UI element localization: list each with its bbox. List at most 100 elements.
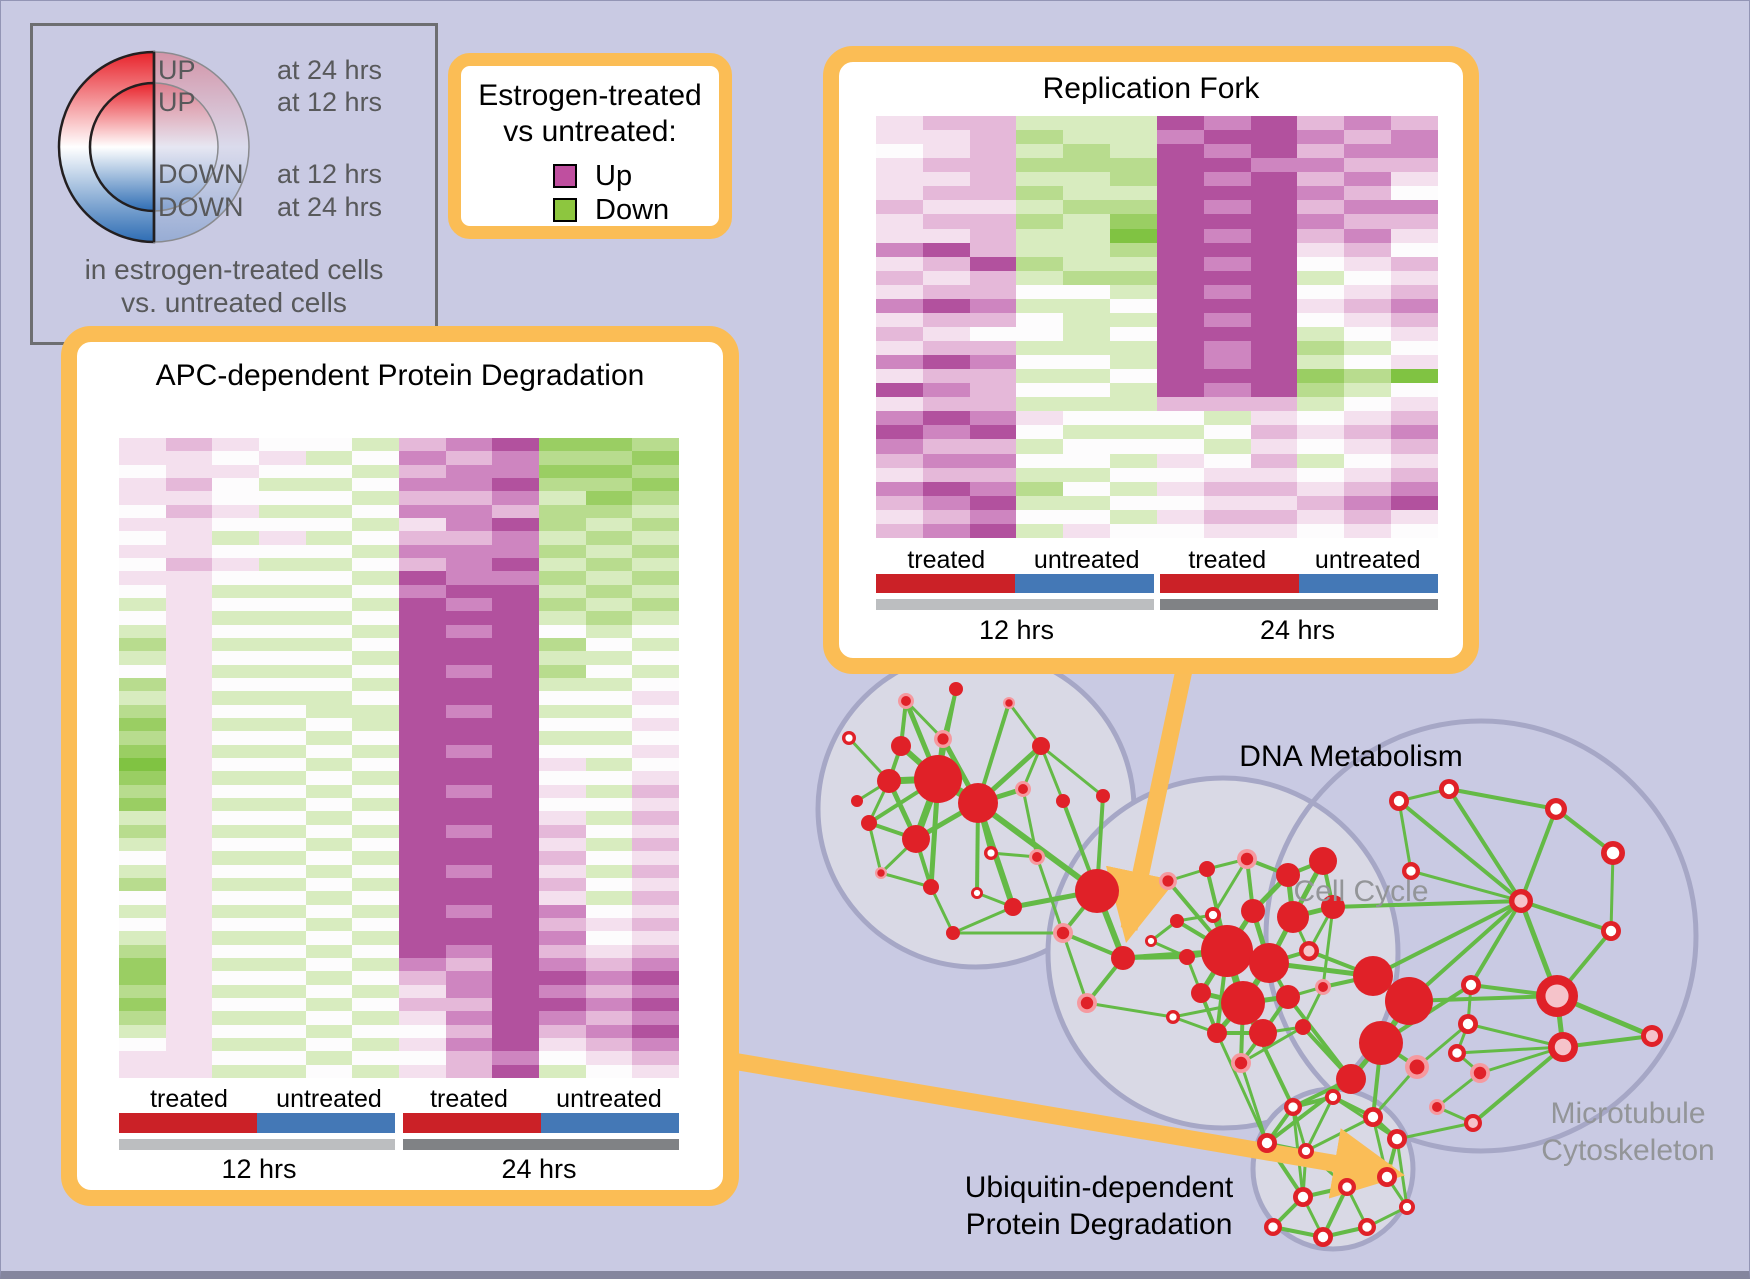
heatmap-cell bbox=[165, 931, 213, 945]
heatmap-cell bbox=[445, 757, 493, 772]
heatmap-cell bbox=[1203, 130, 1251, 145]
heatmap-cell bbox=[119, 944, 166, 958]
heatmap-cell bbox=[1063, 509, 1111, 524]
heatmap-cell bbox=[1156, 284, 1204, 299]
heatmap-cell bbox=[1297, 509, 1345, 524]
heatmap-cell bbox=[399, 1037, 446, 1052]
heatmap-cell bbox=[259, 957, 306, 972]
heatmap-cell bbox=[305, 1011, 353, 1025]
heatmap-cell bbox=[876, 256, 923, 271]
heatmap-cell bbox=[1203, 312, 1251, 327]
heatmap-cell bbox=[492, 531, 539, 545]
heatmap-cell bbox=[876, 481, 923, 496]
heatmap-cell bbox=[212, 717, 259, 732]
heatmap-cell bbox=[1063, 481, 1111, 496]
rf-time-label-24: 24 hrs bbox=[1259, 615, 1336, 645]
heatmap-cell bbox=[259, 931, 306, 945]
heatmap-cell bbox=[445, 784, 493, 798]
heatmap-cell bbox=[165, 624, 213, 638]
heatmap-cell bbox=[259, 1011, 306, 1025]
heatmap-cell bbox=[1203, 270, 1251, 285]
heatmap-cell bbox=[1344, 298, 1392, 313]
network-node bbox=[1080, 996, 1094, 1010]
rf-time-gap bbox=[1154, 599, 1160, 610]
heatmap-cell bbox=[305, 531, 353, 545]
heatmap-cell bbox=[305, 597, 353, 612]
heatmap-cell bbox=[585, 624, 633, 638]
heatmap-cell bbox=[492, 931, 539, 945]
heatmap-cell bbox=[352, 557, 399, 572]
heatmap-cell bbox=[212, 464, 259, 478]
heatmap-cell bbox=[585, 917, 633, 932]
heatmap-cell bbox=[1391, 411, 1438, 426]
heatmap-cell bbox=[445, 717, 493, 732]
heatmap-cell bbox=[165, 891, 213, 905]
heatmap-cell bbox=[305, 584, 353, 598]
dna-metabolism-label: DNA Metabolism bbox=[1239, 740, 1463, 773]
heatmap-cell bbox=[1391, 158, 1438, 173]
network-edge bbox=[1519, 808, 1558, 902]
heatmap-cell bbox=[585, 1064, 633, 1078]
apc-time-bar bbox=[119, 1139, 679, 1150]
network-node bbox=[1409, 1059, 1425, 1075]
heatmap-cell bbox=[165, 917, 213, 932]
heatmap-cell bbox=[259, 557, 306, 572]
heatmap-cell bbox=[1110, 411, 1157, 426]
heatmap-cell bbox=[1156, 270, 1204, 285]
heatmap-cell bbox=[585, 931, 633, 945]
heatmap-cell bbox=[165, 1037, 213, 1052]
heatmap-cell bbox=[1016, 411, 1064, 426]
heatmap-cell bbox=[1344, 116, 1392, 131]
heatmap-cell bbox=[259, 1064, 306, 1078]
heatmap-cell bbox=[632, 1064, 679, 1078]
heatmap-cell bbox=[399, 1051, 446, 1065]
heatmap-cell bbox=[212, 997, 259, 1012]
heatmap-cell bbox=[1297, 425, 1345, 440]
heatmap-cell bbox=[922, 411, 970, 426]
heatmap-cell bbox=[1344, 495, 1392, 510]
heatmap-cell bbox=[1250, 228, 1298, 243]
heatmap-cell bbox=[632, 517, 679, 532]
network-node bbox=[1056, 926, 1070, 940]
network-node bbox=[1359, 1021, 1403, 1065]
heatmap-cell bbox=[1203, 411, 1251, 426]
network-node bbox=[1207, 1023, 1227, 1043]
heatmap-cell bbox=[212, 797, 259, 812]
heatmap-cell bbox=[212, 744, 259, 758]
heatmap-cell bbox=[1016, 397, 1064, 412]
heatmap-cell bbox=[876, 172, 923, 187]
heatmap-cell bbox=[1297, 172, 1345, 187]
up-label: Up bbox=[595, 159, 633, 192]
rf-group-labels: treated untreated treated untreated bbox=[876, 546, 1438, 574]
heatmap-cell bbox=[922, 158, 970, 173]
heatmap-cell bbox=[876, 509, 923, 524]
heatmap-cell bbox=[399, 691, 446, 705]
heatmap-cell bbox=[165, 677, 213, 692]
heatmap-cell bbox=[876, 186, 923, 201]
heatmap-cell bbox=[1110, 242, 1157, 257]
heatmap-cell bbox=[259, 837, 306, 852]
heatmap-cell bbox=[1156, 523, 1204, 538]
heatmap-cell bbox=[445, 557, 493, 572]
network-edge bbox=[1397, 800, 1413, 872]
network-edge bbox=[1447, 787, 1523, 903]
heatmap-cell bbox=[1297, 256, 1345, 271]
heatmap-cell bbox=[445, 597, 493, 612]
heatmap-cell bbox=[1063, 298, 1111, 313]
heatmap-cell bbox=[165, 464, 213, 478]
heatmap-cell bbox=[922, 298, 970, 313]
network-node bbox=[851, 795, 863, 807]
heatmap-cell bbox=[969, 326, 1017, 341]
heatmap-cell bbox=[212, 824, 259, 838]
heatmap-cell bbox=[445, 451, 493, 465]
heatmap-cell bbox=[212, 477, 259, 492]
heatmap-cell bbox=[492, 731, 539, 745]
heatmap-cell bbox=[1391, 355, 1438, 370]
heatmap-cell bbox=[585, 517, 633, 532]
heatmap-cell bbox=[585, 944, 633, 958]
heatmap-cell bbox=[1110, 270, 1157, 285]
heatmap-cell bbox=[1063, 326, 1111, 341]
heatmap-cell bbox=[1297, 284, 1345, 299]
heatmap-cell bbox=[1250, 116, 1298, 131]
heatmap-cell bbox=[1156, 158, 1204, 173]
